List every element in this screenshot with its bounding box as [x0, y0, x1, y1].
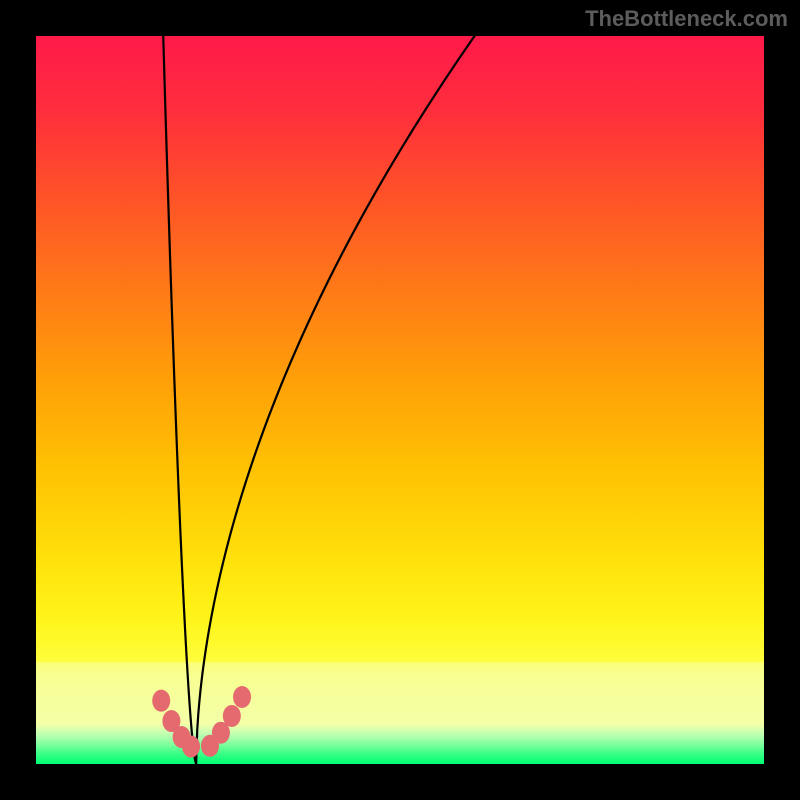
gradient-background: [36, 36, 764, 764]
plot-area: [36, 36, 764, 764]
plot-svg: [36, 36, 764, 764]
curve-marker: [182, 736, 200, 758]
watermark-text: TheBottleneck.com: [585, 6, 788, 32]
curve-marker: [233, 686, 251, 708]
curve-marker: [152, 690, 170, 712]
curve-marker: [223, 705, 241, 727]
